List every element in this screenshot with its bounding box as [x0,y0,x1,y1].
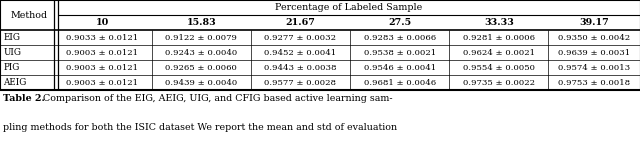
Text: 0.9265 ± 0.0060: 0.9265 ± 0.0060 [165,64,237,72]
Text: pling methods for both the ISIC dataset We report the mean and std of evaluation: pling methods for both the ISIC dataset … [3,123,397,132]
Text: UIG: UIG [3,48,21,57]
Text: Method: Method [10,11,47,20]
Text: 0.9443 ± 0.0038: 0.9443 ± 0.0038 [264,64,337,72]
Text: 0.9574 ± 0.0013: 0.9574 ± 0.0013 [558,64,630,72]
Text: 0.9003 ± 0.0121: 0.9003 ± 0.0121 [66,49,138,57]
Text: Table 2.: Table 2. [3,94,45,103]
Text: 0.9624 ± 0.0021: 0.9624 ± 0.0021 [463,49,535,57]
Text: 0.9577 ± 0.0028: 0.9577 ± 0.0028 [264,79,337,87]
Text: 0.9033 ± 0.0121: 0.9033 ± 0.0121 [66,34,138,42]
Text: 0.9753 ± 0.0018: 0.9753 ± 0.0018 [558,79,630,87]
Text: PIG: PIG [3,63,20,72]
Text: 15.83: 15.83 [186,18,216,27]
Text: 27.5: 27.5 [388,18,412,27]
Text: 0.9122 ± 0.0079: 0.9122 ± 0.0079 [165,34,237,42]
Text: 10: 10 [95,18,109,27]
Text: 39.17: 39.17 [579,18,609,27]
Text: 0.9735 ± 0.0022: 0.9735 ± 0.0022 [463,79,535,87]
Text: 0.9681 ± 0.0046: 0.9681 ± 0.0046 [364,79,436,87]
Text: 0.9439 ± 0.0040: 0.9439 ± 0.0040 [165,79,237,87]
Text: 33.33: 33.33 [484,18,514,27]
Text: 0.9003 ± 0.0121: 0.9003 ± 0.0121 [66,79,138,87]
Text: Percentage of Labeled Sample: Percentage of Labeled Sample [275,3,422,12]
Text: 0.9452 ± 0.0041: 0.9452 ± 0.0041 [264,49,337,57]
Text: Comparison of the EIG, AEIG, UIG, and CFIG based active learning sam-: Comparison of the EIG, AEIG, UIG, and CF… [40,94,393,103]
Text: 0.9003 ± 0.0121: 0.9003 ± 0.0121 [66,64,138,72]
Text: 0.9554 ± 0.0050: 0.9554 ± 0.0050 [463,64,535,72]
Text: 0.9538 ± 0.0021: 0.9538 ± 0.0021 [364,49,436,57]
Text: AEIG: AEIG [3,78,27,87]
Text: EIG: EIG [3,33,20,42]
Text: 0.9283 ± 0.0066: 0.9283 ± 0.0066 [364,34,436,42]
Text: 0.9350 ± 0.0042: 0.9350 ± 0.0042 [558,34,630,42]
Text: 21.67: 21.67 [285,18,316,27]
Text: 0.9281 ± 0.0006: 0.9281 ± 0.0006 [463,34,535,42]
Text: 0.9546 ± 0.0041: 0.9546 ± 0.0041 [364,64,436,72]
Text: 0.9277 ± 0.0032: 0.9277 ± 0.0032 [264,34,337,42]
Text: 0.9639 ± 0.0031: 0.9639 ± 0.0031 [558,49,630,57]
Text: 0.9243 ± 0.0040: 0.9243 ± 0.0040 [165,49,237,57]
